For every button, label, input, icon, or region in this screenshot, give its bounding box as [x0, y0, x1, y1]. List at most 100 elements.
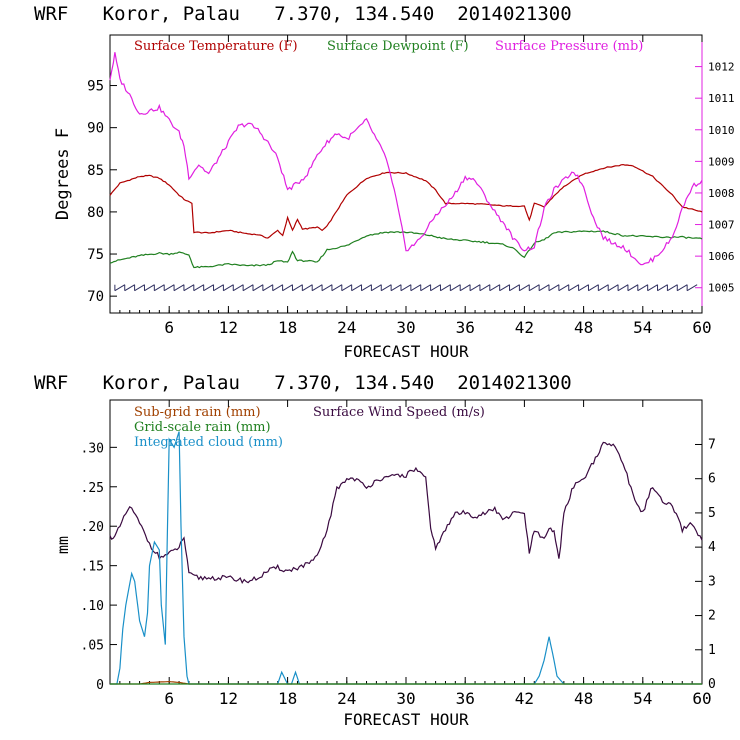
x-tick-label: 42 [515, 689, 534, 708]
y2-tick-label: 1010 [708, 124, 735, 137]
wind-barb [420, 284, 431, 292]
legend-subgrid-rain: Sub-grid rain (mm) [134, 405, 261, 420]
x-tick-label: 18 [278, 318, 297, 337]
temperature-pressure-panel: WRF Koror, Palau 7.370, 134.540 20140213… [34, 3, 735, 361]
wind-barb [617, 284, 629, 292]
x-tick-label: 36 [456, 689, 475, 708]
wind-barb [607, 284, 619, 292]
x-tick-label: 24 [337, 689, 356, 708]
wind-barb [469, 284, 481, 292]
x-tick-label: 6 [164, 689, 174, 708]
y-tick-label: .20 [81, 520, 104, 535]
wind-barb [193, 284, 205, 292]
surface-pressure-mb-line [109, 52, 703, 266]
top-pressure-ticks: 1005 1006 1007 1008 1009 1010 1011 1012 [695, 61, 735, 295]
integrated-cloud-mm-line [110, 431, 702, 685]
y-tick-label: .25 [81, 481, 104, 496]
y-tick-label: 0 [96, 678, 104, 693]
wind-barb [213, 284, 224, 292]
x-tick-label: 18 [278, 689, 297, 708]
y2-tick-label: 1007 [708, 219, 735, 232]
y2-tick-label: 4 [708, 540, 716, 555]
wind-barb [390, 284, 402, 292]
x-tick-label: 60 [692, 318, 711, 337]
wind-barb [134, 284, 145, 292]
wind-barb [578, 284, 589, 292]
wind-barb [331, 284, 343, 292]
wind-barb [321, 284, 333, 292]
y-tick-label: 95 [87, 79, 104, 95]
bottom-y-ticks: 0 .05 .10 .15 .20 .25 .30 [81, 441, 117, 693]
wind-barb [479, 284, 491, 292]
y2-tick-label: 1 [708, 643, 716, 658]
wind-barb [302, 284, 313, 292]
wind-barb [154, 284, 165, 292]
wind-barb [361, 284, 372, 292]
x-tick-label: 12 [219, 689, 238, 708]
wind-barb [351, 284, 362, 292]
y2-tick-label: 1006 [708, 250, 735, 263]
legend-surface-wind-speed: Surface Wind Speed (m/s) [313, 405, 485, 420]
wind-barb [292, 284, 303, 292]
top-y-axis-label: Degrees F [53, 128, 73, 220]
top-x-ticks: 6 12 18 24 30 36 42 48 54 60 [119, 35, 712, 337]
y2-tick-label: 3 [708, 574, 716, 589]
wind-barb [677, 284, 688, 292]
y2-tick-label: 6 [708, 472, 716, 487]
wind-barb [114, 284, 126, 292]
x-tick-label: 54 [633, 689, 652, 708]
rain-cloud-wind-panel: WRF Koror, Palau 7.370, 134.540 20140213… [34, 372, 716, 729]
bottom-y-axis-label: mm [54, 536, 72, 554]
legend-integrated-cloud: Integrated cloud (mm) [134, 435, 283, 450]
y-tick-label: 70 [87, 289, 104, 305]
y-tick-label: 80 [87, 205, 104, 221]
wind-barb [242, 284, 254, 292]
wind-barb [430, 284, 441, 292]
bottom-x-ticks: 6 12 18 24 30 36 42 48 54 60 [119, 400, 712, 708]
wind-barb [252, 284, 264, 292]
wind-barb [410, 284, 422, 292]
y2-tick-label: 1009 [708, 155, 735, 168]
surface-wind-speed-m-s-line [109, 441, 703, 584]
top-plot-frame [109, 34, 703, 314]
bottom-series [109, 431, 703, 685]
bottom-chart-title: WRF Koror, Palau 7.370, 134.540 20140213… [34, 372, 572, 394]
surface-dewpoint-f-line [109, 230, 703, 269]
wind-barb [381, 284, 392, 292]
x-tick-label: 60 [692, 689, 711, 708]
wind-barb [558, 284, 570, 292]
wind-barb [647, 284, 658, 292]
top-x-axis-label: FORECAST HOUR [343, 342, 469, 361]
wind-barb [272, 284, 283, 292]
wind-barb [598, 284, 609, 292]
x-tick-label: 12 [219, 318, 238, 337]
bottom-wind-ticks: 0 1 2 3 4 5 6 7 [695, 437, 716, 692]
y2-tick-label: 2 [708, 609, 716, 624]
x-tick-label: 48 [574, 318, 593, 337]
top-y-ticks: 70 75 80 85 90 95 [87, 79, 117, 305]
surface-temperature-f-line [109, 163, 703, 239]
wind-barb [144, 284, 155, 292]
wind-barb [667, 284, 678, 292]
x-tick-label: 6 [164, 318, 174, 337]
x-tick-label: 30 [396, 318, 415, 337]
wind-barb [657, 284, 668, 292]
wind-barb [637, 284, 649, 292]
wind-barb [223, 284, 234, 292]
legend-gridscale-rain: Grid-scale rain (mm) [134, 420, 271, 435]
y-tick-label: .05 [81, 639, 104, 654]
wind-barb [371, 284, 382, 292]
x-tick-label: 54 [633, 318, 652, 337]
wind-barb [548, 284, 560, 292]
wind-barb [124, 284, 135, 292]
wind-barb [519, 284, 530, 292]
y2-tick-label: 1008 [708, 187, 735, 200]
wind-barb [203, 284, 214, 292]
wind-barbs [114, 284, 698, 292]
bottom-x-axis-label: FORECAST HOUR [343, 710, 469, 729]
wind-barb [686, 284, 698, 292]
y2-tick-label: 1005 [708, 282, 735, 295]
y2-tick-label: 0 [708, 677, 716, 692]
legend-surface-dewpoint: Surface Dewpoint (F) [327, 39, 469, 54]
legend-surface-temperature: Surface Temperature (F) [134, 39, 298, 54]
